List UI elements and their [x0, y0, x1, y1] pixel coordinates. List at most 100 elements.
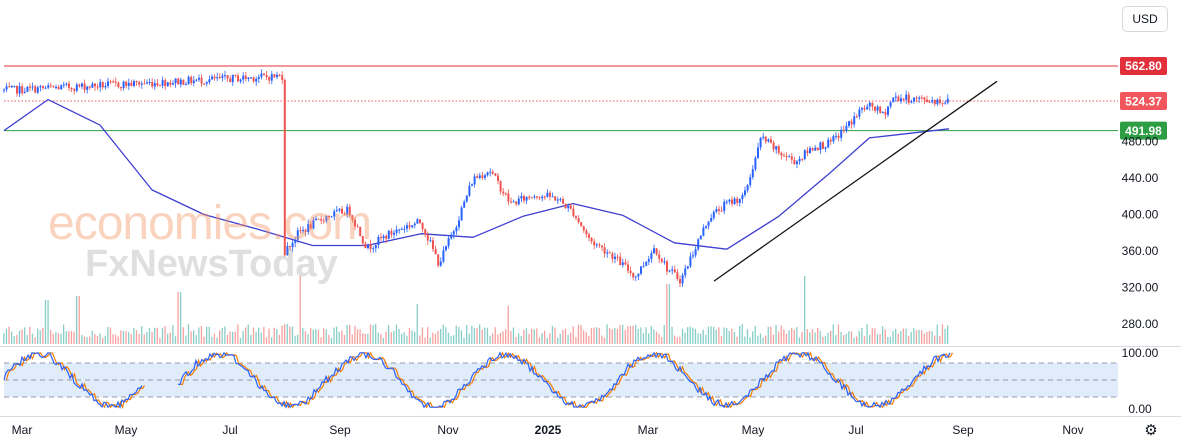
- volume-bar: [26, 335, 28, 344]
- candle: [853, 116, 856, 125]
- volume-bar: [78, 296, 80, 344]
- candle: [655, 248, 658, 255]
- candle: [216, 77, 219, 79]
- candle: [255, 78, 258, 82]
- candle: [473, 176, 476, 185]
- volume-bar: [128, 332, 130, 344]
- candle: [55, 86, 57, 88]
- volume-bar: [752, 331, 754, 344]
- volume-bar: [822, 336, 824, 344]
- candle: [229, 78, 232, 83]
- volume-bar: [372, 325, 374, 344]
- candle: [517, 198, 520, 205]
- volume-bar: [687, 327, 689, 344]
- volume-bar: [252, 327, 255, 344]
- volume-bar: [941, 324, 944, 344]
- candle: [936, 99, 939, 105]
- candle: [203, 83, 206, 85]
- volume-bar: [315, 329, 317, 344]
- volume-bar: [551, 325, 554, 344]
- volume-bar: [115, 334, 117, 344]
- candle: [874, 106, 876, 111]
- candle: [387, 230, 390, 239]
- candle: [725, 201, 728, 203]
- time-tick: 2025: [535, 423, 562, 437]
- volume-bar: [635, 325, 637, 344]
- candle: [161, 80, 164, 86]
- candle: [190, 76, 193, 84]
- volume-bar: [263, 326, 265, 344]
- candle: [442, 250, 445, 262]
- candle: [75, 84, 78, 91]
- volume-bar: [640, 327, 642, 344]
- candle: [741, 195, 744, 200]
- volume-bar: [393, 330, 395, 344]
- candle: [73, 89, 76, 91]
- candle: [507, 193, 510, 202]
- currency-selector-button[interactable]: USD: [1122, 6, 1168, 32]
- candle: [447, 238, 450, 247]
- candle: [244, 75, 247, 80]
- candle: [759, 137, 762, 148]
- volume-bar: [187, 324, 190, 344]
- volume-bar: [832, 324, 834, 344]
- volume-bar: [421, 327, 424, 344]
- level-badge-current: [1120, 92, 1167, 111]
- candle: [221, 75, 224, 78]
- volume-bar: [689, 326, 691, 344]
- volume-bar: [564, 328, 567, 344]
- volume-bar: [198, 327, 200, 344]
- volume-bar: [575, 337, 577, 344]
- volume-bar: [590, 328, 593, 344]
- candle: [164, 80, 167, 87]
- candle: [187, 76, 190, 85]
- candle: [572, 208, 575, 217]
- candle: [268, 77, 271, 81]
- volume-bar: [310, 327, 312, 344]
- candle: [824, 147, 827, 149]
- volume-bar: [874, 328, 876, 344]
- candle: [515, 201, 518, 205]
- candle: [614, 256, 616, 259]
- candle: [265, 74, 268, 78]
- candle: [57, 86, 60, 90]
- volume-bar: [684, 332, 686, 344]
- volume-bar: [328, 334, 330, 344]
- volume-bar: [497, 334, 499, 344]
- volume-bar: [206, 326, 208, 344]
- candle: [582, 226, 585, 231]
- chart-settings-icon[interactable]: ⚙: [1144, 421, 1158, 439]
- candle: [489, 171, 492, 173]
- candle: [107, 81, 109, 87]
- candle: [49, 85, 52, 87]
- volume-bar: [546, 337, 548, 344]
- volume-bar: [237, 324, 239, 344]
- volume-bar: [892, 330, 894, 344]
- candle: [99, 82, 102, 88]
- volume-bar: [541, 333, 543, 344]
- volume-bar: [120, 330, 122, 344]
- candle: [757, 147, 759, 158]
- candle: [918, 97, 921, 99]
- candle: [887, 106, 889, 115]
- volume-bar: [414, 331, 416, 344]
- volume-bar: [671, 326, 673, 344]
- candle: [148, 81, 151, 83]
- candle: [120, 87, 122, 89]
- volume-bar: [432, 332, 434, 344]
- candle: [577, 218, 580, 223]
- volume-bar: [853, 337, 855, 344]
- candle: [18, 86, 21, 94]
- volume-bar: [453, 335, 455, 344]
- volume-bar: [104, 335, 106, 344]
- candle: [840, 129, 843, 138]
- candle: [377, 236, 380, 246]
- candle: [835, 135, 837, 137]
- volume-bar: [250, 334, 252, 344]
- candle: [580, 222, 583, 227]
- candle: [634, 276, 637, 278]
- volume-bar: [791, 327, 793, 344]
- candle: [458, 220, 460, 228]
- candle: [351, 215, 354, 220]
